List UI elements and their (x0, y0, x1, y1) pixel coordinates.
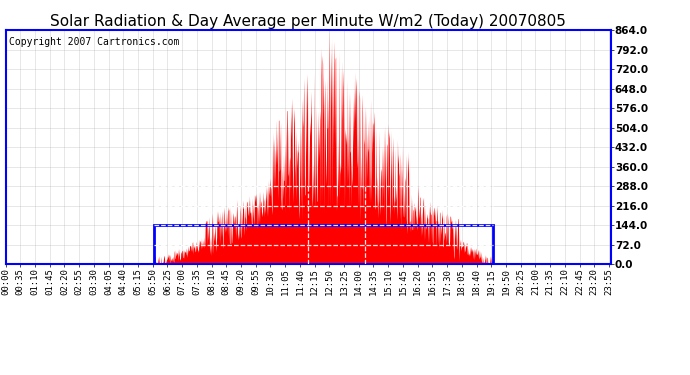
Text: Copyright 2007 Cartronics.com: Copyright 2007 Cartronics.com (8, 37, 179, 47)
Title: Solar Radiation & Day Average per Minute W/m2 (Today) 20070805: Solar Radiation & Day Average per Minute… (50, 14, 566, 29)
Bar (154, 225, 493, 264)
